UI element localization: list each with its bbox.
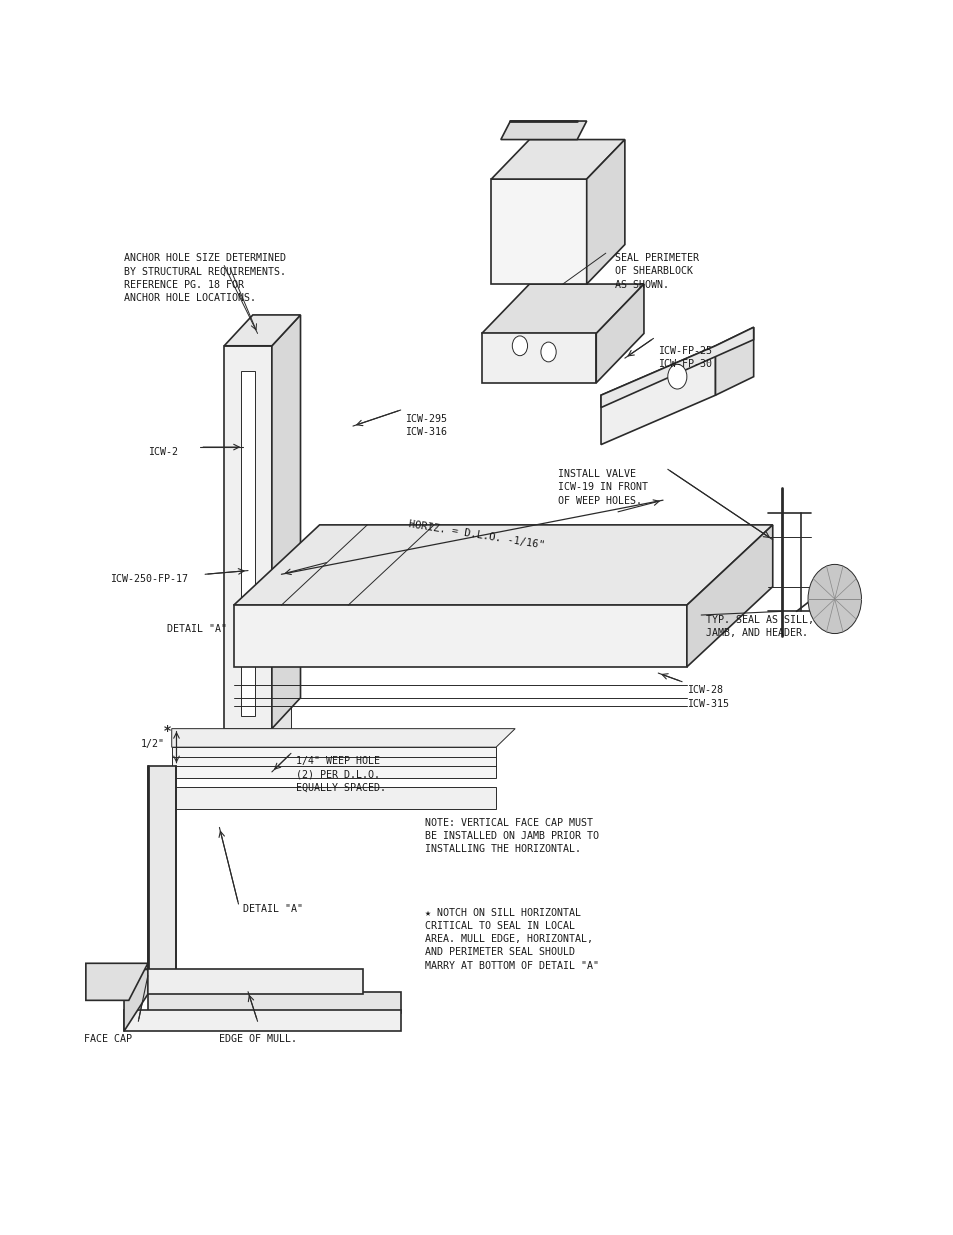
Polygon shape [600, 346, 715, 445]
Polygon shape [224, 346, 272, 729]
Circle shape [813, 574, 836, 604]
Polygon shape [148, 992, 400, 1013]
Circle shape [540, 342, 556, 362]
Text: ICW-250-FP-17: ICW-250-FP-17 [110, 574, 188, 584]
Text: ICW-28
ICW-315: ICW-28 ICW-315 [686, 685, 728, 709]
Polygon shape [172, 729, 515, 747]
Polygon shape [715, 327, 753, 395]
Polygon shape [491, 140, 624, 179]
Polygon shape [481, 333, 596, 383]
Text: 1/2": 1/2" [141, 739, 165, 748]
Polygon shape [233, 605, 686, 667]
Circle shape [807, 564, 861, 634]
Polygon shape [686, 525, 772, 667]
Text: DETAIL "A": DETAIL "A" [167, 624, 227, 634]
Polygon shape [586, 140, 624, 284]
Text: TYP. SEAL AS SILL,
JAMB, AND HEADER.: TYP. SEAL AS SILL, JAMB, AND HEADER. [705, 615, 813, 638]
Polygon shape [233, 525, 772, 605]
Polygon shape [124, 1010, 400, 1031]
Polygon shape [267, 346, 291, 729]
Polygon shape [124, 969, 362, 994]
Text: ICW-295
ICW-316: ICW-295 ICW-316 [405, 414, 447, 437]
Text: EDGE OF MULL.: EDGE OF MULL. [219, 1034, 297, 1044]
Polygon shape [491, 179, 586, 284]
Polygon shape [148, 766, 176, 976]
Circle shape [667, 364, 686, 389]
Polygon shape [272, 315, 300, 729]
Text: HORIZ. = D.L.O. -1/16": HORIZ. = D.L.O. -1/16" [408, 519, 545, 551]
Polygon shape [86, 963, 148, 1000]
Polygon shape [124, 969, 148, 1031]
Text: SEAL PERIMETER
OF SHEARBLOCK
AS SHOWN.: SEAL PERIMETER OF SHEARBLOCK AS SHOWN. [615, 253, 699, 289]
Polygon shape [172, 787, 496, 809]
Text: ★ NOTCH ON SILL HORIZONTAL
CRITICAL TO SEAL IN LOCAL
AREA. MULL EDGE, HORIZONTAL: ★ NOTCH ON SILL HORIZONTAL CRITICAL TO S… [424, 908, 598, 971]
Text: ANCHOR HOLE SIZE DETERMINED
BY STRUCTURAL REQUIREMENTS.
REFERENCE PG. 18 FOR
ANC: ANCHOR HOLE SIZE DETERMINED BY STRUCTURA… [124, 253, 286, 303]
Text: FACE CAP: FACE CAP [84, 1034, 132, 1044]
Circle shape [512, 336, 527, 356]
Text: *: * [163, 724, 171, 739]
Polygon shape [481, 284, 643, 333]
Text: ICW-2: ICW-2 [148, 447, 177, 457]
Text: ICW-FP-25
ICW-FP-30: ICW-FP-25 ICW-FP-30 [658, 346, 712, 369]
Text: NOTE: VERTICAL FACE CAP MUST
BE INSTALLED ON JAMB PRIOR TO
INSTALLING THE HORIZO: NOTE: VERTICAL FACE CAP MUST BE INSTALLE… [424, 818, 598, 853]
Text: INSTALL VALVE
ICW-19 IN FRONT
OF WEEP HOLES.: INSTALL VALVE ICW-19 IN FRONT OF WEEP HO… [558, 469, 647, 505]
Polygon shape [224, 315, 300, 346]
Polygon shape [500, 121, 586, 140]
Text: 1/4" WEEP HOLE
(2) PER D.L.O.
EQUALLY SPACED.: 1/4" WEEP HOLE (2) PER D.L.O. EQUALLY SP… [295, 756, 385, 792]
Text: DETAIL "A": DETAIL "A" [243, 904, 303, 914]
Polygon shape [596, 284, 643, 383]
Polygon shape [241, 370, 254, 716]
Polygon shape [172, 747, 496, 778]
Polygon shape [600, 327, 753, 408]
